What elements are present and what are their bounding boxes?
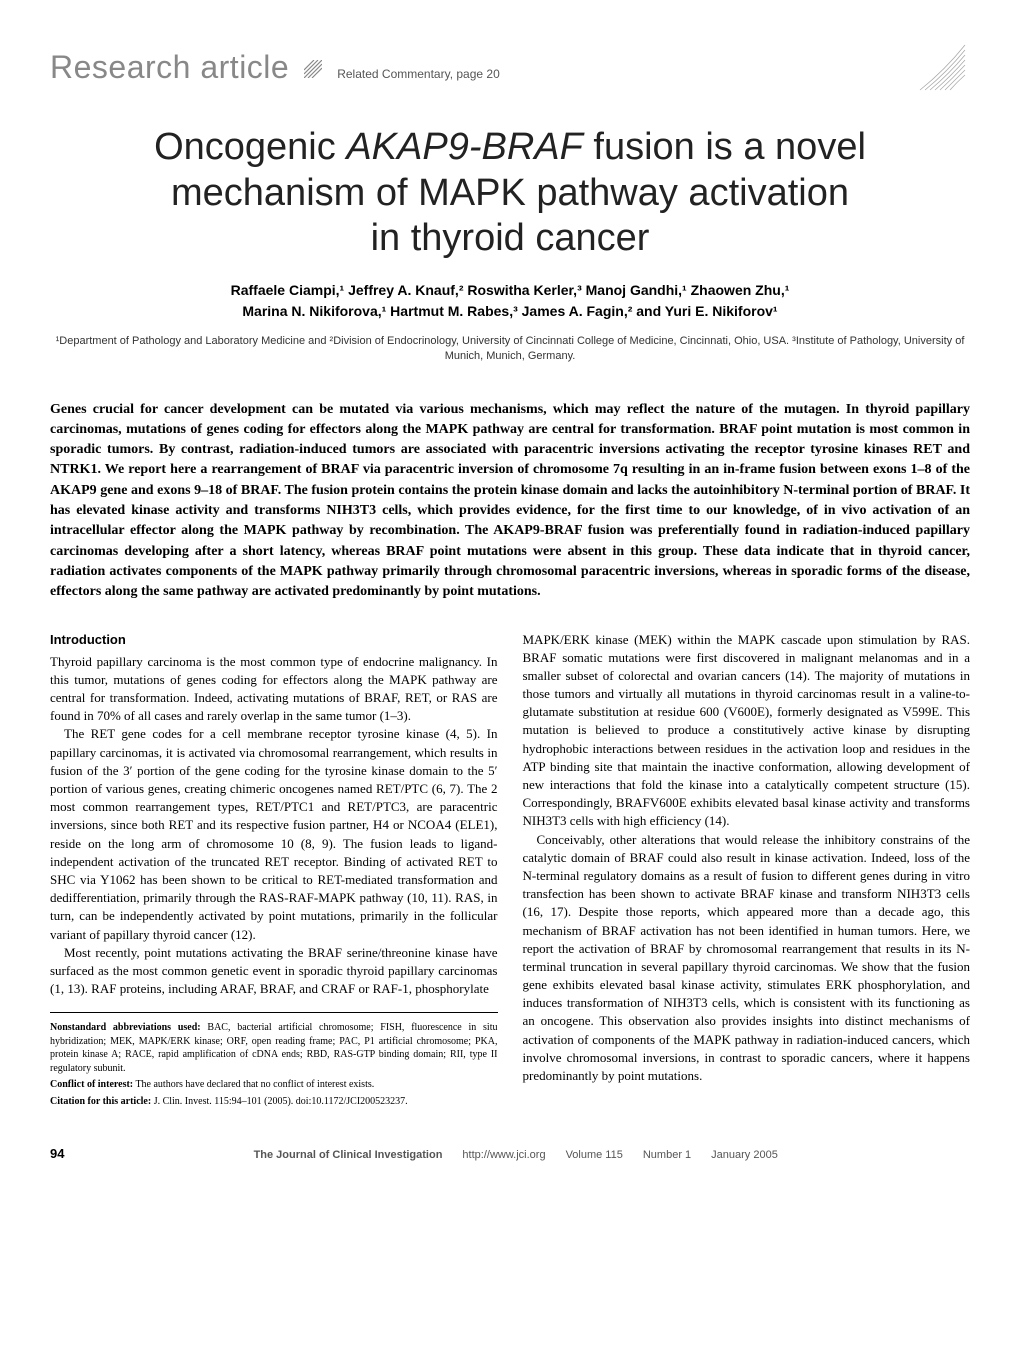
footer-center: The Journal of Clinical Investigation ht…: [254, 1149, 778, 1161]
article-title: Oncogenic AKAP9-BRAF fusion is a novel m…: [50, 125, 970, 262]
authors-line1: Raffaele Ciampi,¹ Jeffrey A. Knauf,² Ros…: [231, 282, 790, 298]
footer-volume: Volume 115: [566, 1149, 623, 1161]
intro-p2: The RET gene codes for a cell membrane r…: [50, 725, 498, 943]
corner-ornament-icon: [915, 40, 970, 95]
section-label: Research article: [50, 49, 289, 86]
col2-p1: MAPK/ERK kinase (MEK) within the MAPK ca…: [523, 631, 971, 831]
title-italic: AKAP9-BRAF: [346, 126, 583, 168]
abbrev-label: Nonstandard abbreviations used:: [50, 1022, 201, 1033]
footnotes: Nonstandard abbreviations used: BAC, bac…: [50, 1021, 498, 1108]
conflict-label: Conflict of interest:: [50, 1079, 133, 1090]
journal-name: The Journal of Clinical Investigation: [254, 1149, 443, 1161]
affiliations: ¹Department of Pathology and Laboratory …: [50, 334, 970, 365]
body-columns: Introduction Thyroid papillary carcinoma…: [50, 631, 970, 1112]
footnote-citation: Citation for this article: J. Clin. Inve…: [50, 1095, 498, 1109]
title-part1: Oncogenic: [154, 126, 346, 168]
footer-date: January 2005: [711, 1149, 778, 1161]
footnote-divider: [50, 1012, 498, 1013]
footer: 94 The Journal of Clinical Investigation…: [50, 1146, 970, 1161]
conflict-text: The authors have declared that no confli…: [133, 1079, 374, 1090]
authors: Raffaele Ciampi,¹ Jeffrey A. Knauf,² Ros…: [50, 280, 970, 322]
authors-line2: Marina N. Nikiforova,¹ Hartmut M. Rabes,…: [242, 303, 777, 319]
footer-number: Number 1: [643, 1149, 691, 1161]
title-line3: in thyroid cancer: [371, 217, 650, 259]
page-number: 94: [50, 1146, 64, 1161]
header-row: Research article Related Commentary, pag…: [50, 40, 970, 95]
citation-label: Citation for this article:: [50, 1096, 151, 1107]
abstract: Genes crucial for cancer development can…: [50, 400, 970, 603]
title-part1-after: fusion is a novel: [583, 126, 866, 168]
commentary-link: Related Commentary, page 20: [337, 67, 500, 81]
intro-heading: Introduction: [50, 631, 498, 649]
footer-spacer: [967, 1149, 970, 1161]
footnote-conflict: Conflict of interest: The authors have d…: [50, 1078, 498, 1092]
header-left: Research article Related Commentary, pag…: [50, 49, 500, 86]
hatch-icon: [304, 60, 322, 78]
title-line2: mechanism of MAPK pathway activation: [171, 172, 849, 214]
column-left: Introduction Thyroid papillary carcinoma…: [50, 631, 498, 1112]
citation-text: J. Clin. Invest. 115:94–101 (2005). doi:…: [151, 1096, 407, 1107]
intro-p1: Thyroid papillary carcinoma is the most …: [50, 653, 498, 726]
col2-p2: Conceivably, other alterations that woul…: [523, 831, 971, 1086]
column-right: MAPK/ERK kinase (MEK) within the MAPK ca…: [523, 631, 971, 1112]
footnote-abbrev: Nonstandard abbreviations used: BAC, bac…: [50, 1021, 498, 1075]
intro-p3: Most recently, point mutations activatin…: [50, 944, 498, 999]
footer-url: http://www.jci.org: [462, 1149, 545, 1161]
